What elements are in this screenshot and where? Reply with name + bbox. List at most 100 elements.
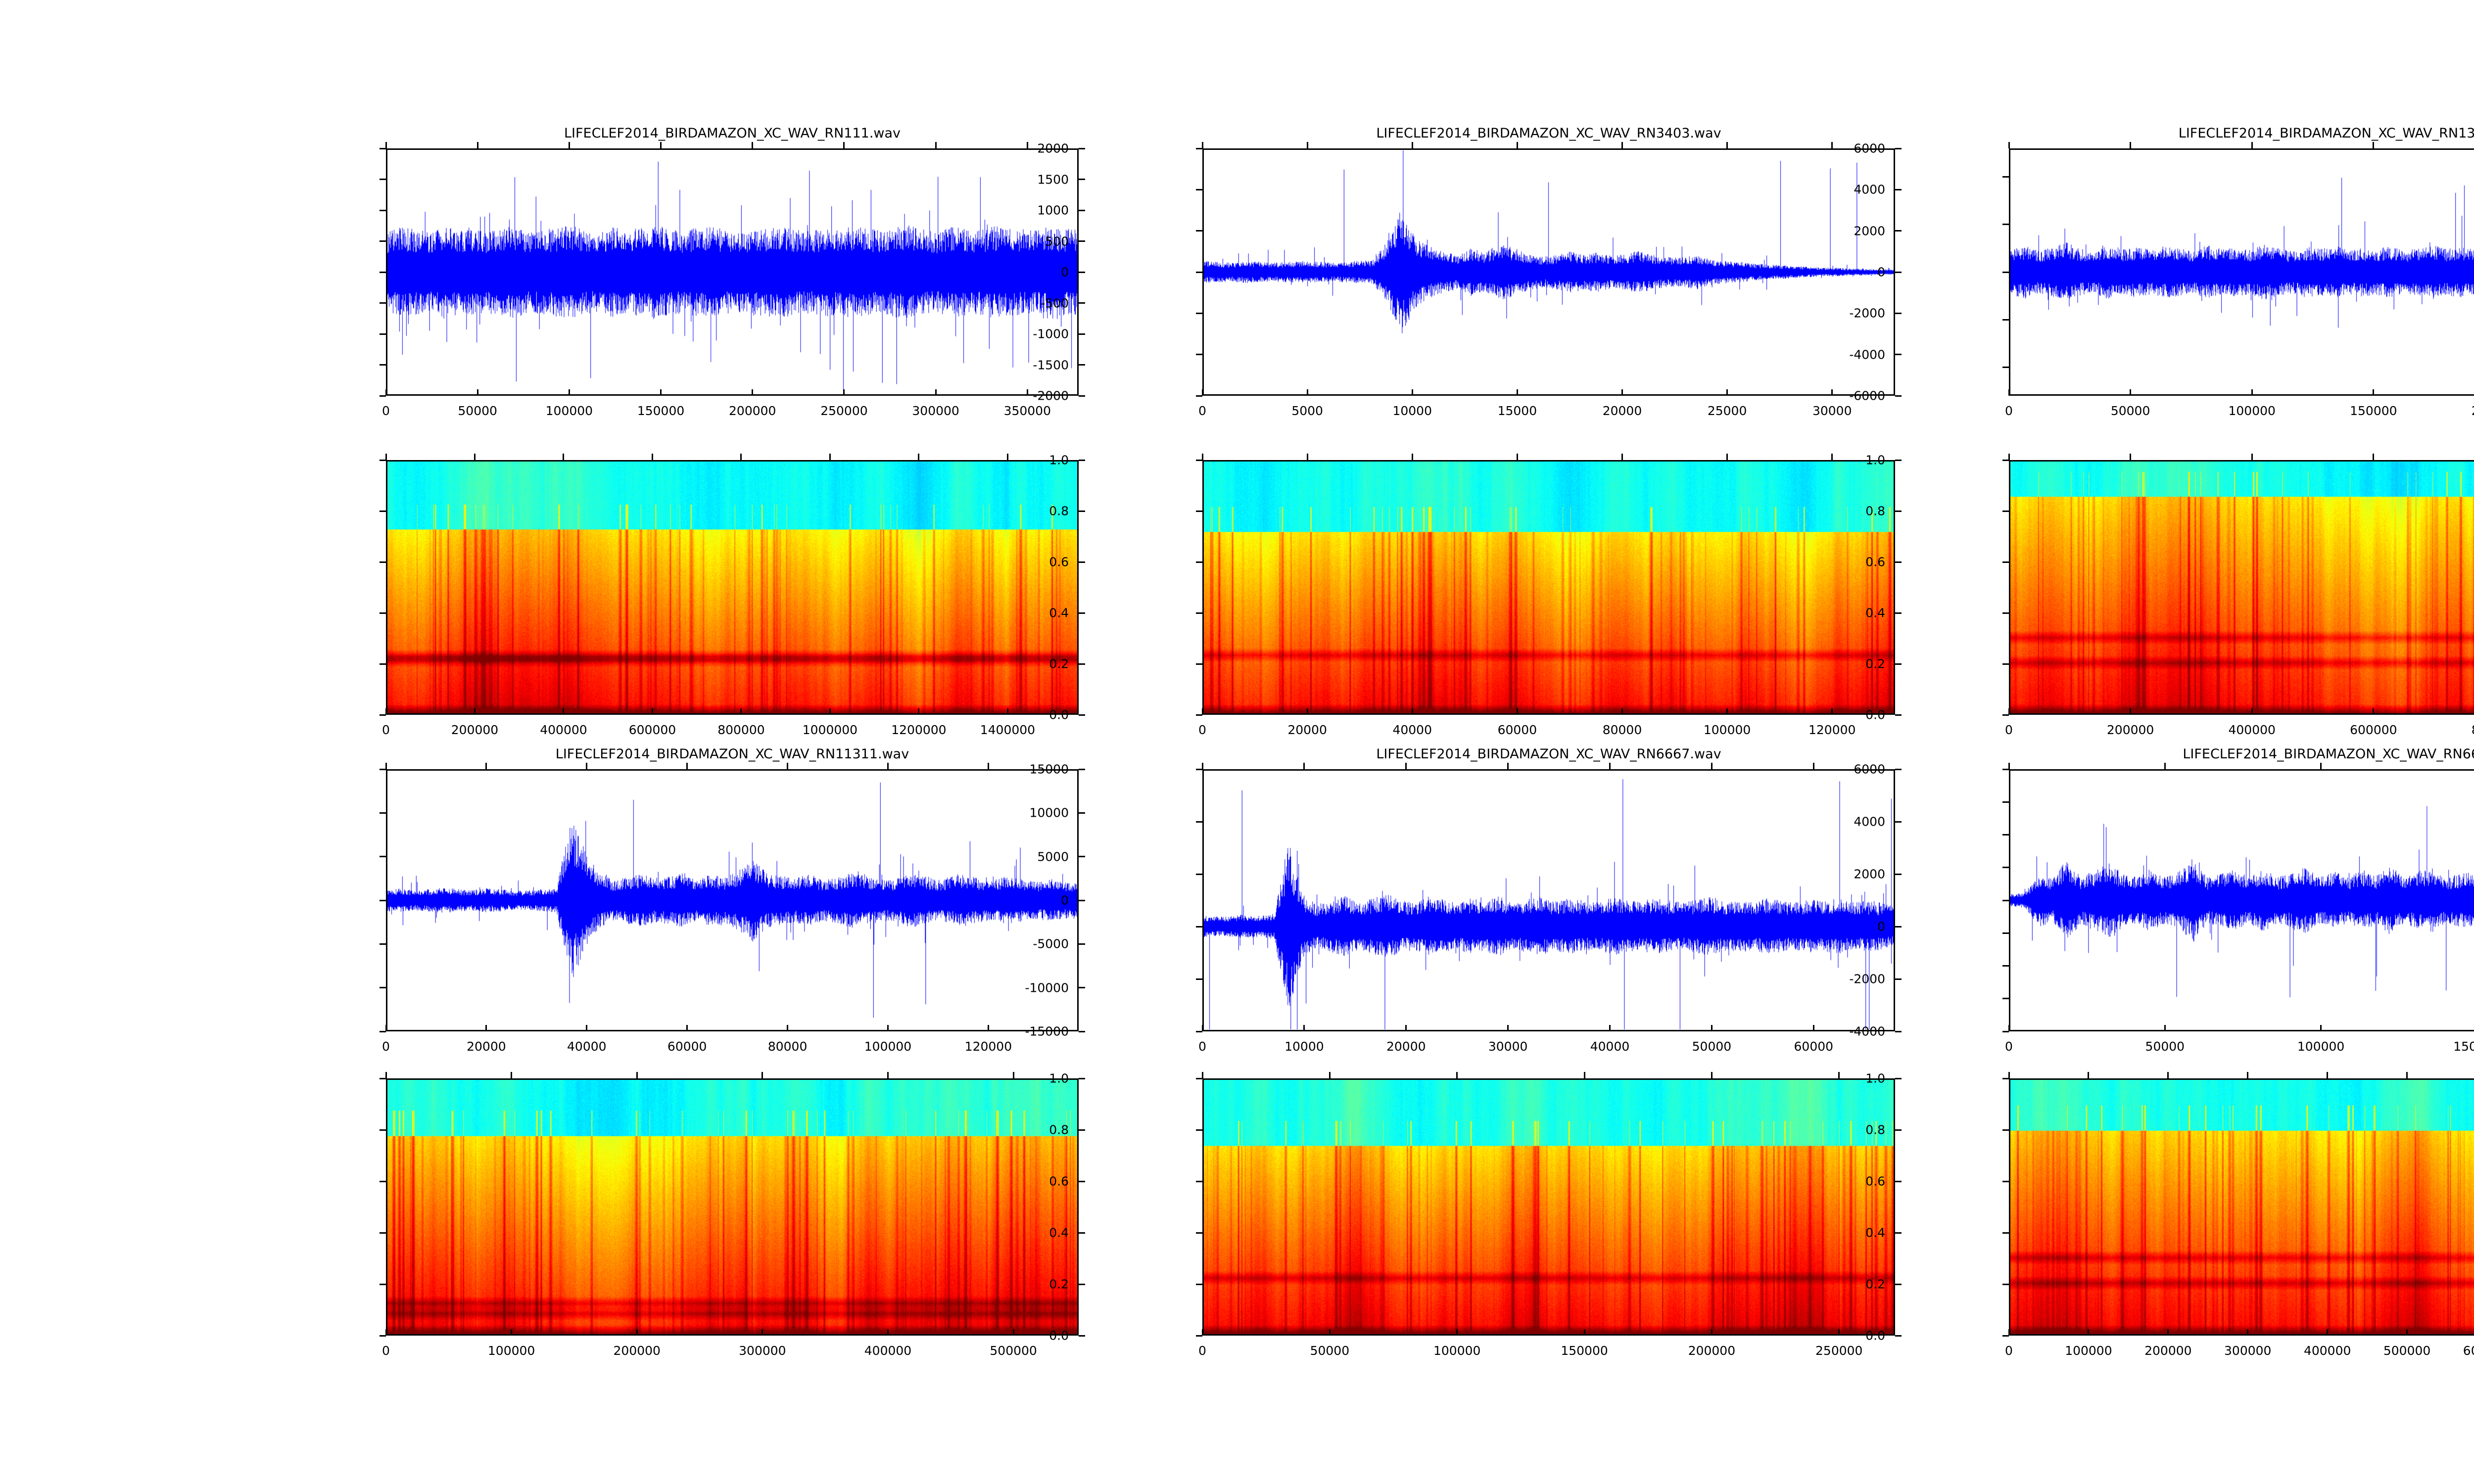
x-tick-mark-top: [2008, 142, 2010, 148]
x-tick-label: 80000: [1602, 723, 1642, 737]
x-tick-mark-top: [511, 1072, 513, 1078]
axes-wave-rn6617: [2009, 769, 2474, 1031]
y-tick-mark-right: [1895, 978, 1902, 980]
y-tick-mark: [2002, 768, 2009, 770]
y-tick-mark: [2002, 459, 2009, 461]
y-tick-mark: [380, 561, 386, 563]
x-tick-label: 30000: [1488, 1039, 1528, 1054]
y-tick-mark: [2002, 1335, 2009, 1337]
waveform-trace-wave-rn6617: [2010, 771, 2474, 1030]
x-tick-mark-top: [887, 763, 889, 769]
y-tick-mark: [1196, 354, 1202, 356]
x-tick-mark-top: [1583, 1072, 1585, 1078]
x-tick-mark-top: [1838, 1072, 1840, 1078]
y-tick-mark: [380, 1030, 386, 1032]
x-tick-mark-top: [2373, 142, 2375, 148]
x-tick-label: 120000: [964, 1039, 1012, 1054]
y-tick-mark: [380, 179, 386, 180]
y-tick-mark: [380, 1129, 386, 1131]
plot-panel-wave-rn11311: LIFECLEF2014_BIRDAMAZON_XC_WAV_RN11311.w…: [380, 746, 1085, 1054]
y-tick-mark: [2002, 1283, 2009, 1285]
y-tick-mark-right: [1895, 354, 1902, 356]
y-tick-mark-right: [1895, 873, 1902, 875]
x-tick-mark-top: [1812, 763, 1814, 769]
x-tick-mark-top: [1329, 1072, 1331, 1078]
y-tick-mark-right: [1895, 510, 1902, 512]
x-tick-mark-top: [385, 454, 387, 460]
y-tick-mark: [1196, 1232, 1202, 1234]
x-tick-mark-top: [2130, 142, 2132, 148]
y-tick-mark: [380, 812, 386, 814]
plot-panel-wave-rn13006: LIFECLEF2014_BIRDAMAZON_XC_WAV_RN13006.w…: [2002, 126, 2474, 418]
plot-title-wave-rn3403: LIFECLEF2014_BIRDAMAZON_XC_WAV_RN3403.wa…: [1376, 126, 1721, 141]
x-tick-mark-top: [761, 1072, 763, 1078]
x-tick-mark-top: [2008, 763, 2010, 769]
y-tick-mark: [380, 459, 386, 461]
spectrogram-image-spec-rn13006: [2010, 462, 2474, 713]
x-tick-label: 0: [1198, 1039, 1206, 1054]
x-tick-label: 60000: [1497, 723, 1537, 737]
x-tick-label: 800000: [717, 723, 765, 737]
y-tick-mark-right: [1079, 364, 1085, 366]
x-tick-mark-top: [1831, 142, 1833, 148]
y-tick-mark: [1196, 271, 1202, 273]
plot-panel-spec-rn111: 0.0 0.2 0.4 0.6 0.8 1.0 0 200000 400000 600000 800…: [380, 453, 1085, 737]
x-tick-label: 60000: [667, 1039, 707, 1054]
x-tick-mark-top: [1012, 1072, 1014, 1078]
x-tick-mark-top: [1711, 763, 1713, 769]
x-tick-label: 15000: [1497, 404, 1537, 418]
x-tick-mark-top: [2251, 142, 2253, 148]
x-tick-mark-top: [2320, 763, 2322, 769]
waveform-trace-wave-rn6667: [1204, 771, 1894, 1030]
y-tick-mark-right: [1079, 1030, 1085, 1032]
x-tick-label: 150000: [1561, 1344, 1608, 1358]
x-tick-label: 200000: [2144, 1344, 2192, 1358]
y-tick-mark-right: [1079, 561, 1085, 563]
y-tick-mark: [2002, 1129, 2009, 1131]
y-tick-mark-right: [1079, 1232, 1085, 1234]
y-tick-mark: [1196, 978, 1202, 980]
x-tick-mark-top: [686, 763, 688, 769]
x-tick-label: 200000: [729, 404, 776, 418]
y-tick-mark-right: [1079, 1077, 1085, 1079]
x-tick-label: 0: [2005, 723, 2013, 737]
spectrogram-image-spec-rn6617: [2010, 1080, 2474, 1334]
x-tick-label: 20000: [1287, 723, 1327, 737]
y-tick-mark-right: [1079, 459, 1085, 461]
x-tick-mark-top: [568, 142, 570, 148]
x-tick-mark-top: [2130, 454, 2132, 460]
x-tick-label: 0: [1198, 404, 1206, 418]
y-tick-mark-right: [1895, 395, 1902, 397]
x-tick-mark-top: [1026, 142, 1028, 148]
y-tick-mark-right: [1079, 663, 1085, 665]
y-tick-mark-right: [1079, 899, 1085, 901]
x-tick-label: 350000: [1003, 404, 1051, 418]
y-tick-mark: [380, 1180, 386, 1182]
x-tick-label: 50000: [1310, 1344, 1350, 1358]
waveform-trace-wave-rn13006: [2010, 150, 2474, 394]
y-tick-mark: [1196, 926, 1202, 928]
y-tick-mark: [1196, 1077, 1202, 1079]
x-tick-label: 600000: [2350, 723, 2397, 737]
x-tick-label: 40000: [567, 1039, 607, 1054]
x-tick-mark-top: [1621, 454, 1623, 460]
x-tick-mark-top: [935, 142, 937, 148]
y-tick-mark: [380, 768, 386, 770]
y-tick-mark: [380, 856, 386, 858]
x-tick-label: 40000: [1590, 1039, 1630, 1054]
y-tick-mark: [2002, 899, 2009, 901]
y-tick-mark-right: [1079, 987, 1085, 989]
y-tick-mark-right: [1079, 612, 1085, 614]
x-tick-label: 150000: [637, 404, 685, 418]
plot-panel-wave-rn3403: LIFECLEF2014_BIRDAMAZON_XC_WAV_RN3403.wa…: [1196, 126, 1902, 418]
x-tick-label: 0: [2005, 404, 2013, 418]
y-tick-mark: [1196, 714, 1202, 716]
x-tick-label: 0: [382, 404, 390, 418]
x-tick-label: 100000: [2065, 1344, 2112, 1358]
x-tick-mark-top: [651, 454, 653, 460]
y-tick-mark-right: [1895, 147, 1902, 149]
x-tick-label: 1200000: [891, 723, 947, 737]
y-tick-mark: [2002, 801, 2009, 803]
y-tick-mark: [2002, 224, 2009, 226]
